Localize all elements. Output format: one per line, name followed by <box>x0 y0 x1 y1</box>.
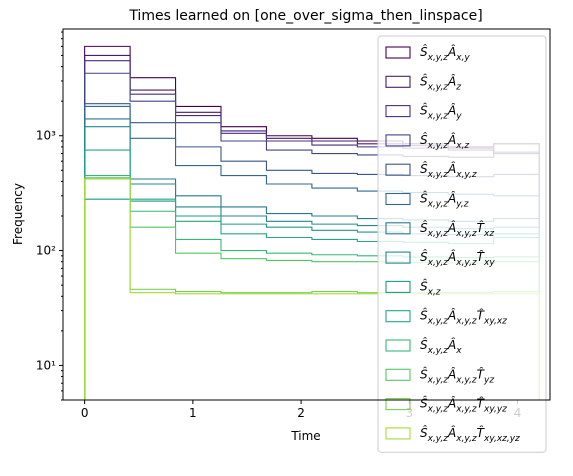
legend-swatch-9 <box>385 310 411 323</box>
legend-swatch-2 <box>385 105 411 118</box>
legend-swatch-6 <box>385 222 411 235</box>
legend-swatch-12 <box>385 398 411 411</box>
legend-label-6: Ŝx,y,zÂx,y,zT̂xz <box>420 220 494 239</box>
legend-swatch-11 <box>385 368 411 381</box>
x-tick-label-1: 1 <box>189 406 197 420</box>
legend-label-8: Ŝx,z <box>420 278 441 297</box>
legend-swatch-4 <box>385 163 411 176</box>
legend-label-13: Ŝx,y,zÂx,y,zT̂xy,xz,yz <box>420 425 520 444</box>
legend-swatch-10 <box>385 339 411 352</box>
plot-frame <box>62 28 551 401</box>
legend-label-4: Ŝx,y,zÂx,y,z <box>420 161 477 180</box>
legend-swatch-13 <box>385 427 411 440</box>
legend-swatch-0 <box>385 46 411 59</box>
legend-label-2: Ŝx,y,zÂy <box>420 103 462 122</box>
legend: Ŝx,y,zÂx,y Ŝx,y,zÂz Ŝx,y,zÂy Ŝx,y,zÂx,z Ŝx,y… <box>377 35 547 453</box>
y-axis-label: Frequency <box>11 183 25 245</box>
x-tick-label-0: 0 <box>81 406 89 420</box>
legend-label-12: Ŝx,y,zÂx,y,zT̂xy,yz <box>420 396 507 415</box>
legend-swatch-1 <box>385 75 411 88</box>
legend-box <box>377 35 547 453</box>
legend-label-3: Ŝx,y,zÂx,z <box>420 132 469 151</box>
legend-label-10: Ŝx,y,zÂx <box>420 337 462 356</box>
legend-label-9: Ŝx,y,zÂx,y,zT̂xy,xz <box>420 308 507 327</box>
chart-title: Times learned on [one_over_sigma_then_li… <box>128 8 482 24</box>
legend-swatch-5 <box>385 192 411 206</box>
legend-label-1: Ŝx,y,zÂz <box>420 73 461 92</box>
legend-swatch-8 <box>385 280 411 293</box>
y-tick-label-2: 10³ <box>36 129 56 143</box>
x-axis-label: Time <box>290 429 320 443</box>
legend-swatch-7 <box>385 251 411 264</box>
y-tick-label-1: 10² <box>36 244 56 258</box>
legend-label-0: Ŝx,y,zÂx,y <box>420 44 470 63</box>
x-tick-label-2: 2 <box>297 406 305 420</box>
legend-swatch-3 <box>385 134 411 147</box>
legend-label-5: Ŝx,y,zÂy,z <box>420 191 469 210</box>
y-tick-label-0: 10¹ <box>36 358 56 372</box>
legend-label-7: Ŝx,y,zÂx,y,zT̂xy <box>420 249 495 268</box>
legend-label-11: Ŝx,y,zÂx,y,zT̂yz <box>420 366 494 385</box>
